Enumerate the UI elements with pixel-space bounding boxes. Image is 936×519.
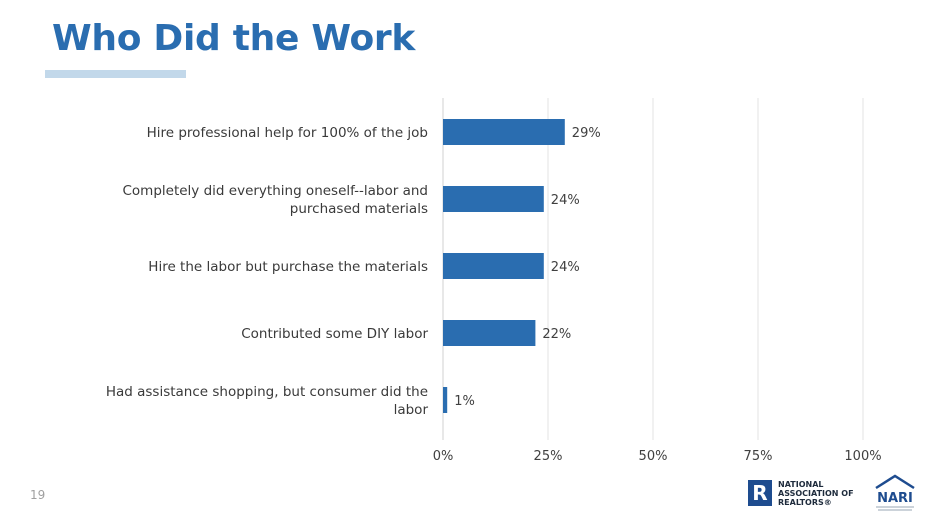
category-label: Contributed some DIY labor [241,326,428,342]
bar [443,387,448,413]
category-label: Hire the labor but purchase the material… [148,259,428,275]
nari-logo: NARI [875,474,915,511]
category-label: Hire professional help for 100% of the j… [147,125,428,141]
data-label: 22% [542,327,571,342]
category-label: Completely did everything oneself--labor… [123,183,429,199]
data-label: 29% [572,126,601,141]
data-label: 24% [551,260,580,275]
x-tick-label: 50% [639,449,668,464]
bar [443,119,565,145]
bar [443,320,536,346]
x-tick-label: 25% [534,449,563,464]
bar [443,253,544,279]
x-tick-label: 0% [433,449,454,464]
nar-logo: R NATIONAL ASSOCIATION OF REALTORS® [748,478,854,508]
data-label: 1% [454,394,475,409]
realtor-r-icon: R [748,480,772,506]
bar [443,186,544,212]
category-label: labor [394,402,429,418]
x-tick-label: 100% [844,449,881,464]
title-underline [45,70,186,78]
page-title: Who Did the Work [52,18,415,59]
category-label: purchased materials [290,201,428,217]
data-label: 24% [551,193,580,208]
nari-logo-text: NARI [877,491,913,506]
roof-icon [875,474,915,490]
page-number: 19 [30,488,46,502]
category-label: Had assistance shopping, but consumer di… [106,384,428,400]
x-tick-label: 75% [744,449,773,464]
nar-logo-text: NATIONAL ASSOCIATION OF REALTORS® [778,479,854,507]
